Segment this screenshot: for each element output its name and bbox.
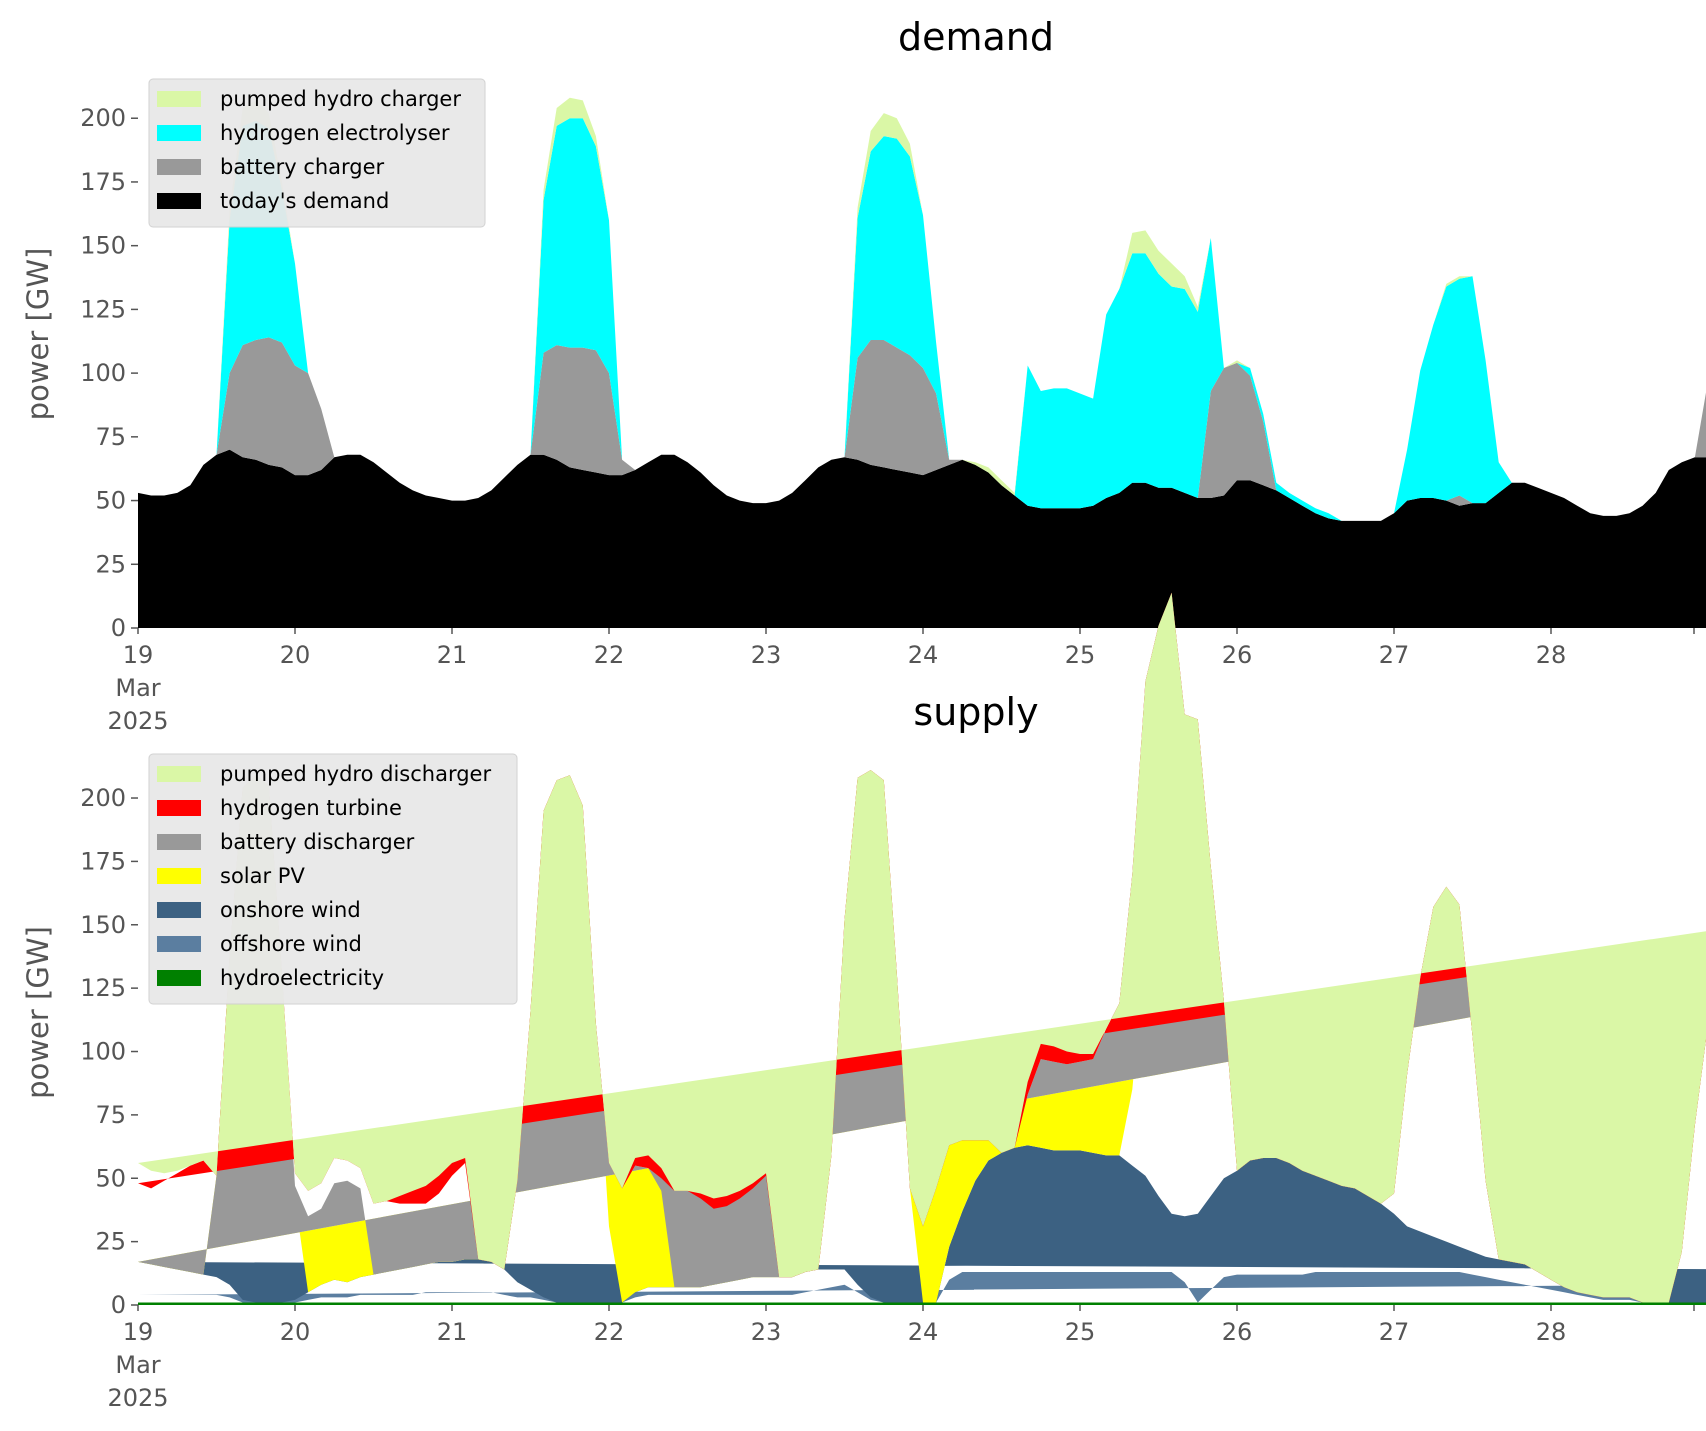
y-tick-label: 100 [80, 359, 126, 387]
legend-swatch [157, 936, 201, 952]
x-tick-label: 26 [1222, 1318, 1253, 1346]
series-area-hydrogen-electrolyser [138, 118, 1706, 521]
y-tick-label: 75 [95, 1101, 126, 1129]
x-tick-label: 21 [437, 641, 468, 669]
x-tick-label: 27 [1379, 1318, 1410, 1346]
demand-axes: 0 25 50 75 100 125 150 175 200 19 20 21 22 23 24 25 26 27… [80, 104, 1695, 735]
legend-label: solar PV [220, 864, 305, 888]
legend-swatch [157, 159, 201, 175]
demand-areas [138, 97, 1706, 628]
y-tick-label: 175 [80, 847, 126, 875]
legend-swatch [157, 902, 201, 918]
x-tick-label: 22 [594, 1318, 625, 1346]
legend-swatch [157, 868, 201, 884]
series-area-pumped-hydro-discharger [138, 592, 1706, 1303]
supply-legend: pumped hydro discharger hydrogen turbine b… [148, 753, 518, 1005]
x-tick-label: 28 [1536, 641, 1567, 669]
demand-panel: demand power [GW] 0 25 50 75 100 125 150 175 200… [21, 15, 1706, 735]
legend-label: onshore wind [220, 898, 361, 922]
series-area-today-s-demand [138, 449, 1706, 628]
legend-label: hydrogen electrolyser [220, 121, 450, 145]
y-tick-label: 75 [95, 423, 126, 451]
legend-label: hydrogen turbine [220, 796, 402, 820]
x-tick-label: 28 [1536, 1318, 1567, 1346]
legend-label: pumped hydro charger [220, 87, 461, 111]
x-tick-label: 20 [280, 641, 311, 669]
y-tick-label: 125 [80, 295, 126, 323]
y-tick-label: 200 [80, 104, 126, 132]
x-tick-label: 20 [280, 1318, 311, 1346]
y-tick-label: 25 [95, 1228, 126, 1256]
legend-swatch [157, 970, 201, 986]
x-tick-label: 23 [751, 641, 782, 669]
x-tick-label: 19 [123, 1318, 154, 1346]
legend-label: battery charger [220, 155, 385, 179]
x-tick-label: 19 [123, 641, 154, 669]
y-tick-label: 175 [80, 168, 126, 196]
y-tick-label: 125 [80, 974, 126, 1002]
legend-box [148, 78, 486, 228]
x-tick-sublabel: 2025 [107, 1384, 168, 1412]
legend-swatch [157, 91, 201, 107]
x-tick-label: 21 [437, 1318, 468, 1346]
x-tick-label: 25 [1065, 641, 1096, 669]
legend-label: offshore wind [220, 932, 362, 956]
x-tick-label: 24 [908, 1318, 939, 1346]
supply-title: supply [913, 690, 1038, 734]
x-tick-sublabel: Mar [115, 674, 160, 702]
y-tick-label: 50 [95, 1164, 126, 1192]
x-tick-label: 26 [1222, 641, 1253, 669]
x-tick-label: 25 [1065, 1318, 1096, 1346]
y-tick-label: 150 [80, 232, 126, 260]
series-area-hydroelectricity [138, 1302, 1706, 1305]
y-tick-label: 25 [95, 550, 126, 578]
y-tick-label: 0 [111, 614, 126, 642]
legend-label: battery discharger [220, 830, 415, 854]
legend-label: hydroelectricity [220, 966, 384, 990]
legend-swatch [157, 834, 201, 850]
legend-box [148, 753, 518, 1005]
demand-ylabel: power [GW] [21, 248, 55, 421]
y-tick-label: 100 [80, 1038, 126, 1066]
y-tick-label: 50 [95, 487, 126, 515]
demand-title: demand [898, 15, 1054, 59]
legend-swatch [157, 193, 201, 209]
series-area-onshore-wind [138, 1145, 1706, 1303]
legend-swatch [157, 766, 201, 782]
series-area-battery-charger [138, 337, 1706, 521]
demand-legend: pumped hydro charger hydrogen electrolyse… [148, 78, 486, 228]
x-tick-sublabel: Mar [115, 1351, 160, 1379]
y-tick-label: 150 [80, 911, 126, 939]
legend-swatch [157, 800, 201, 816]
y-tick-label: 0 [111, 1291, 126, 1319]
supply-ylabel: power [GW] [21, 926, 55, 1099]
supply-panel: supply power [GW] 0255075100125150175200… [21, 592, 1706, 1412]
y-tick-label: 200 [80, 784, 126, 812]
x-tick-label: 24 [908, 641, 939, 669]
x-tick-sublabel: 2025 [107, 707, 168, 735]
supply-areas [138, 592, 1706, 1305]
series-area-offshore-wind [138, 1272, 1706, 1303]
x-tick-label: 22 [594, 641, 625, 669]
supply-axes: 0 25 50 75 100 125 150 175 200 19 20 21 22 23 24 25 26 27… [80, 784, 1695, 1412]
x-tick-label: 27 [1379, 641, 1410, 669]
legend-label: pumped hydro discharger [220, 762, 491, 786]
legend-label: today's demand [220, 189, 389, 213]
x-tick-label: 23 [751, 1318, 782, 1346]
legend-swatch [157, 125, 201, 141]
